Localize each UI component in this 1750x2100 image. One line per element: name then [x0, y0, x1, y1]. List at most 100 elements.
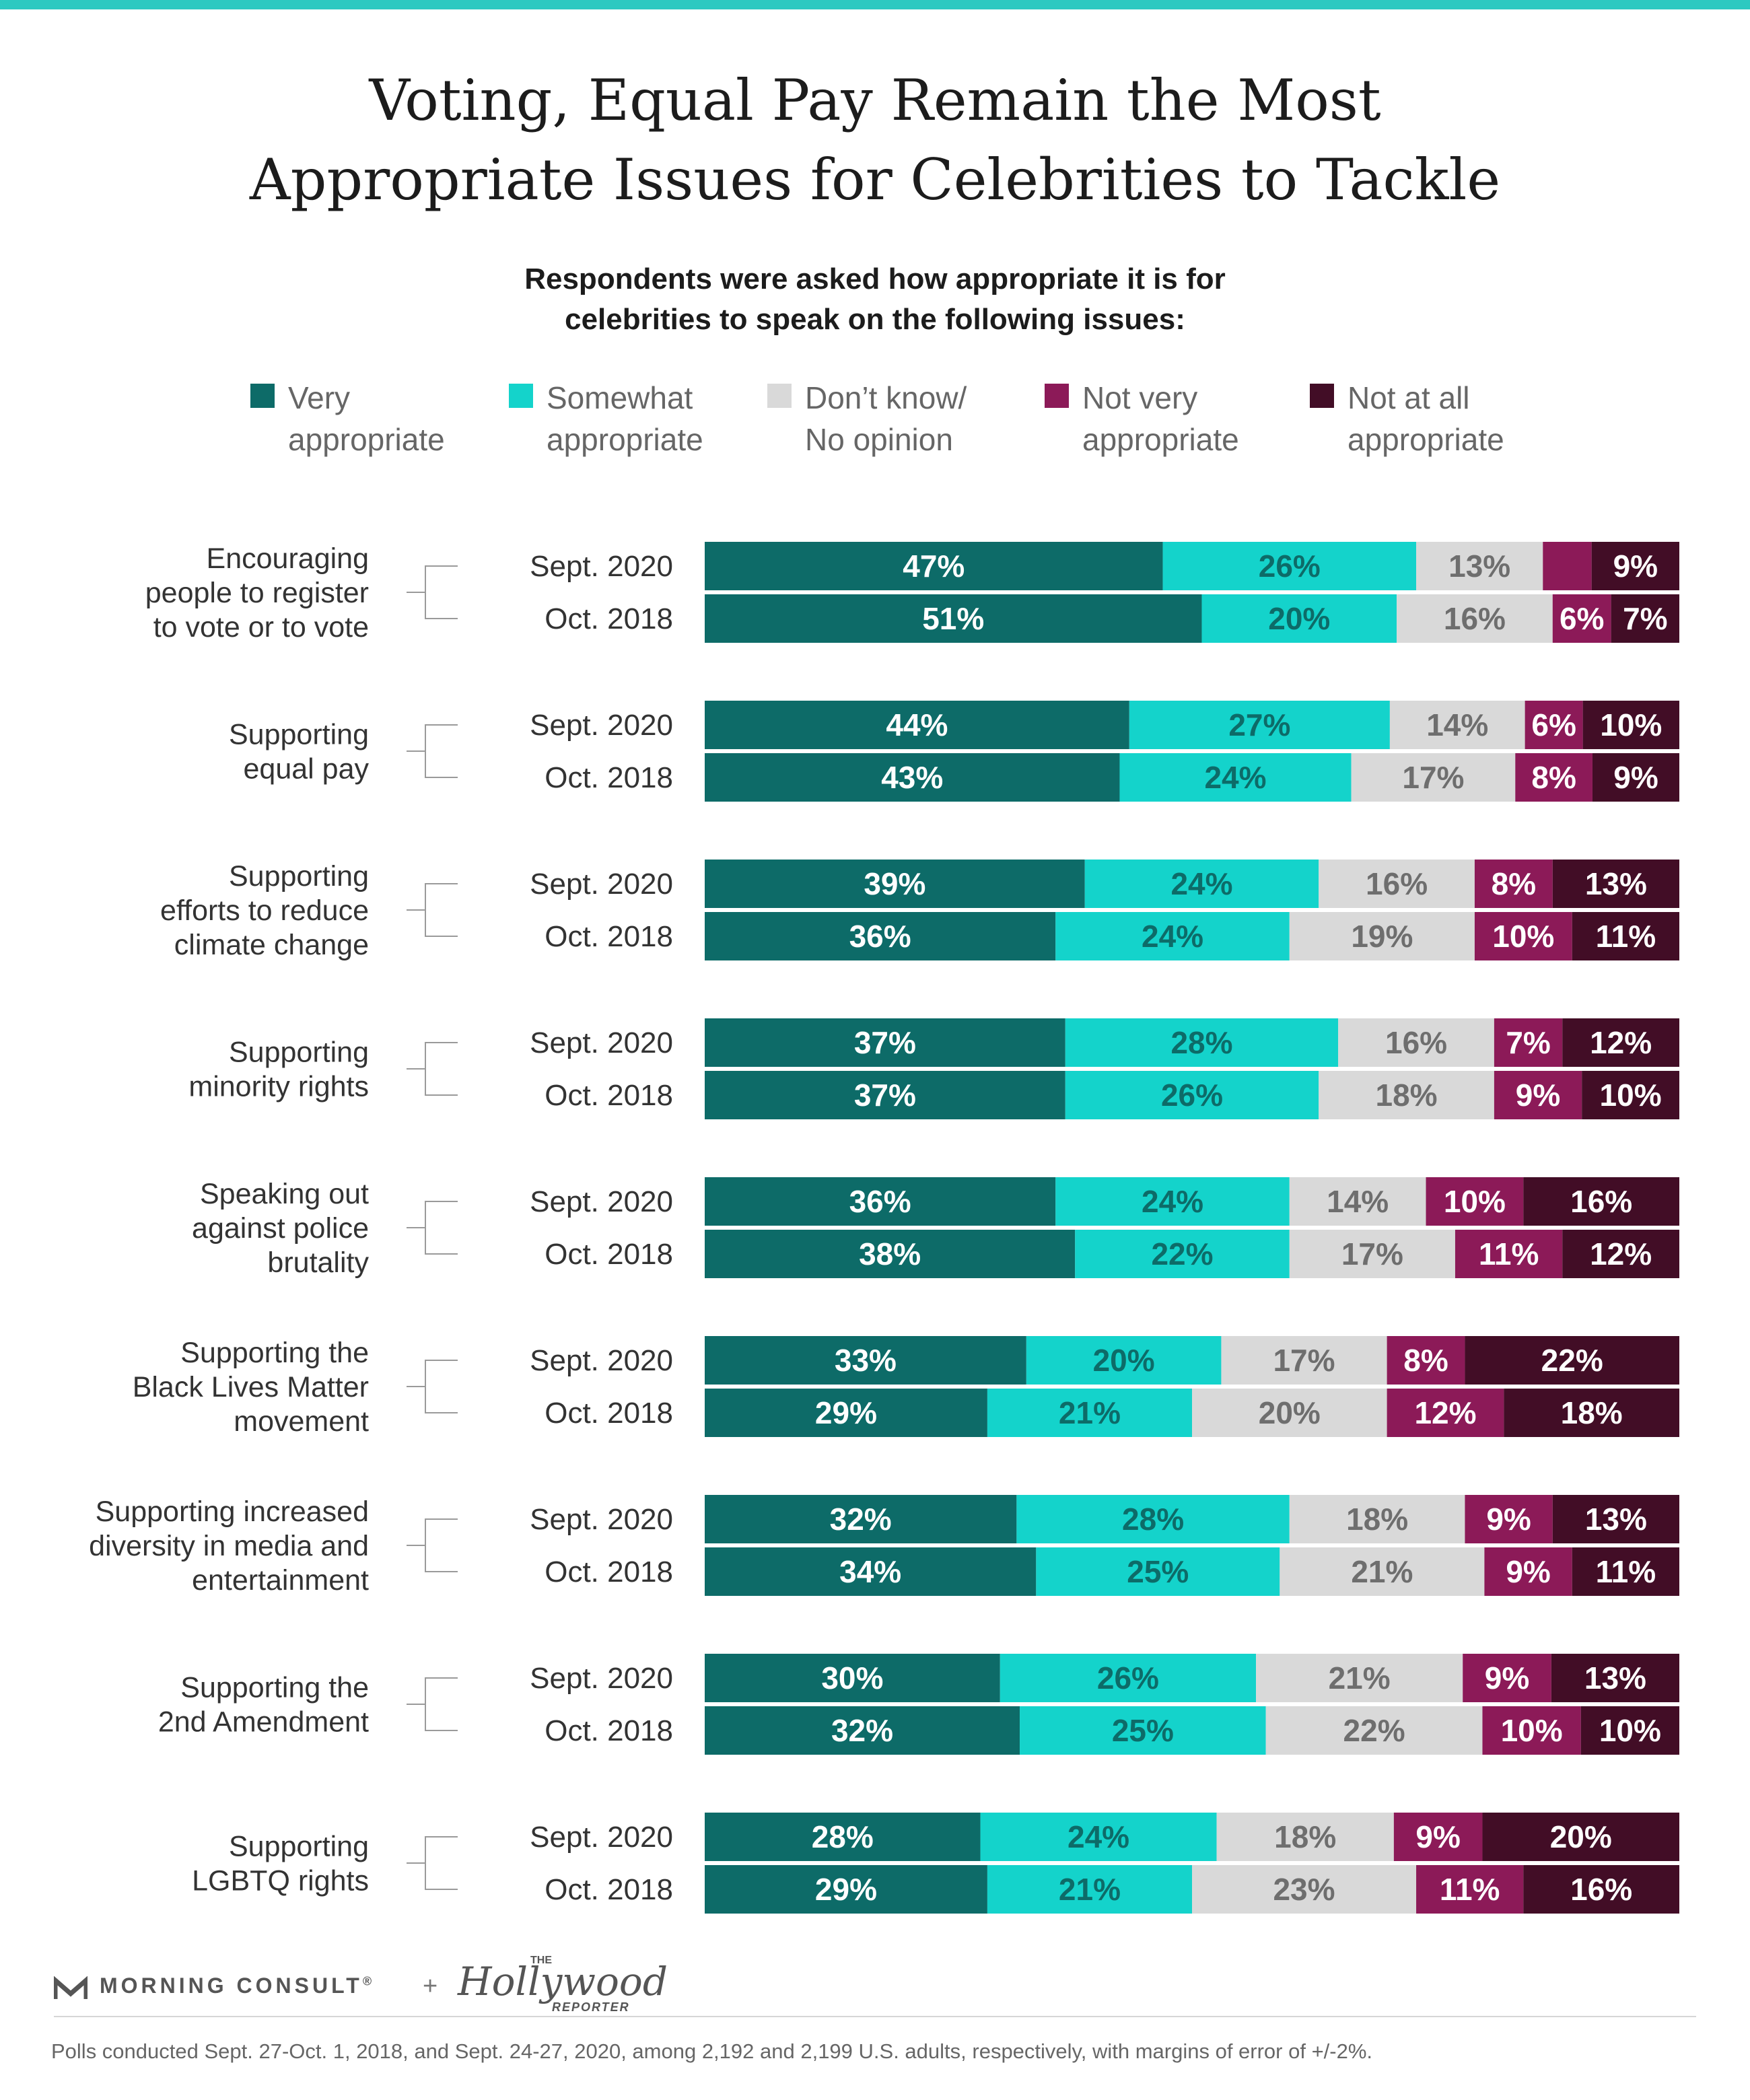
group-label-line: brutality [267, 1247, 369, 1279]
data-label: 8% [1531, 760, 1576, 795]
bar-segment [1055, 1177, 1290, 1226]
bar-segment [1387, 1389, 1504, 1437]
chart-title-line-2: Appropriate Issues for Celebrities to Ta… [249, 147, 1501, 213]
data-label: 34% [839, 1554, 901, 1589]
legend-label-line-1: Not at all [1348, 380, 1470, 415]
bar-segment [1065, 1018, 1339, 1067]
legend-label-line-2: No opinion [805, 422, 953, 457]
top-accent-bar [0, 0, 1750, 9]
data-label: 23% [1273, 1872, 1335, 1907]
bar-segment [705, 1813, 981, 1861]
bar-segment [1582, 701, 1679, 749]
group-label-line: minority rights [188, 1071, 369, 1103]
chart-subtitle: Respondents were asked how appropriate i… [0, 259, 1750, 340]
data-label: 18% [1561, 1395, 1623, 1430]
data-label: 28% [812, 1819, 874, 1854]
data-label: 11% [1596, 919, 1656, 954]
group-label-line: Supporting the [180, 1337, 369, 1369]
bar-segment [1201, 594, 1397, 643]
bar-segment [1551, 1654, 1679, 1702]
bar-segment [1562, 1018, 1679, 1067]
bar-segment [1416, 542, 1543, 590]
data-label: 21% [1059, 1872, 1121, 1907]
data-label: 9% [1506, 1554, 1550, 1589]
bar-segment [1494, 1018, 1563, 1067]
data-label: 16% [1570, 1184, 1632, 1219]
chart-title-line-1: Voting, Equal Pay Remain the Most [369, 67, 1381, 133]
bar-segment [1416, 1865, 1524, 1914]
group-label-line: people to register [145, 577, 369, 609]
bar-segment [1523, 1865, 1679, 1914]
bar-segment [1611, 594, 1679, 643]
bar-segment [1000, 1654, 1257, 1702]
bar-segment [1393, 1813, 1483, 1861]
bar-segment [1494, 1071, 1582, 1119]
group-bracket [407, 565, 458, 619]
data-label: 10% [1501, 1713, 1563, 1748]
data-label: 24% [1068, 1819, 1129, 1854]
bar-segment [1026, 1336, 1222, 1385]
data-label: 24% [1170, 866, 1232, 901]
bar-segment [1572, 1547, 1679, 1596]
group-label-line: 2nd Amendment [158, 1706, 369, 1739]
data-label: 21% [1329, 1660, 1391, 1695]
data-label: 24% [1204, 760, 1266, 795]
group-bracket [407, 1042, 458, 1096]
period-label: Sept. 2020 [530, 1821, 673, 1854]
bar-segment [1580, 1706, 1679, 1755]
bar-segment [1075, 1230, 1290, 1278]
group-label-line: LGBTQ rights [192, 1865, 369, 1897]
data-label: 11% [1479, 1236, 1539, 1271]
bar-segment [1552, 594, 1611, 643]
period-label: Oct. 2018 [545, 920, 673, 953]
legend-swatch-dont-know [767, 384, 792, 408]
data-label: 18% [1274, 1819, 1336, 1854]
bar-segment [1515, 753, 1593, 802]
legend-label-line-1: Not very [1082, 380, 1198, 415]
data-label: 8% [1403, 1343, 1448, 1378]
legend-swatch-not-at-all-appropriate [1310, 384, 1334, 408]
bar-segment [1592, 753, 1679, 802]
chart-subtitle-line-2: celebrities to speak on the following is… [565, 303, 1185, 336]
data-label: 7% [1506, 1025, 1550, 1060]
data-label: 18% [1346, 1502, 1408, 1537]
data-label: 25% [1127, 1554, 1189, 1589]
bar-segment [705, 1177, 1056, 1226]
period-label: Sept. 2020 [530, 1662, 673, 1695]
data-label: 28% [1170, 1025, 1232, 1060]
period-label: Sept. 2020 [530, 1344, 673, 1377]
morning-consult-logo-icon [54, 1976, 88, 1999]
bar-segment [1289, 1230, 1455, 1278]
data-label: 9% [1613, 549, 1658, 584]
group-bracket [407, 883, 458, 937]
bar-segment [1289, 912, 1475, 960]
bar-segment [705, 912, 1056, 960]
data-label: 38% [859, 1236, 921, 1271]
bar-segment [1020, 1706, 1266, 1755]
data-label: 29% [815, 1872, 877, 1907]
data-label: 14% [1327, 1184, 1389, 1219]
bar-segment [705, 1495, 1017, 1543]
data-label: 39% [864, 866, 925, 901]
group-label-line: climate change [174, 929, 369, 961]
data-label: 9% [1613, 760, 1658, 795]
bar-segment [1055, 912, 1290, 960]
group-label-line: against police [192, 1212, 369, 1245]
bar-segment [1216, 1813, 1394, 1861]
data-label: 20% [1550, 1819, 1612, 1854]
data-label: 28% [1122, 1502, 1184, 1537]
chart-title: Voting, Equal Pay Remain the Most Approp… [0, 61, 1750, 219]
bar-segment [1192, 1389, 1387, 1437]
bar-segment [1036, 1547, 1280, 1596]
bar-segment [1221, 1336, 1387, 1385]
bar-segment [705, 1654, 1000, 1702]
footer-divider [54, 2016, 1696, 2017]
morning-consult-wordmark: MORNING CONSULT® [100, 1973, 372, 1998]
period-label: Sept. 2020 [530, 1503, 673, 1536]
group-label-line: entertainment [192, 1564, 369, 1597]
bar-segment [1482, 1813, 1679, 1861]
group-label-line: Supporting [229, 1831, 369, 1863]
data-label: 14% [1426, 707, 1488, 742]
data-label: 9% [1415, 1819, 1460, 1854]
bar-segment [1192, 1865, 1417, 1914]
